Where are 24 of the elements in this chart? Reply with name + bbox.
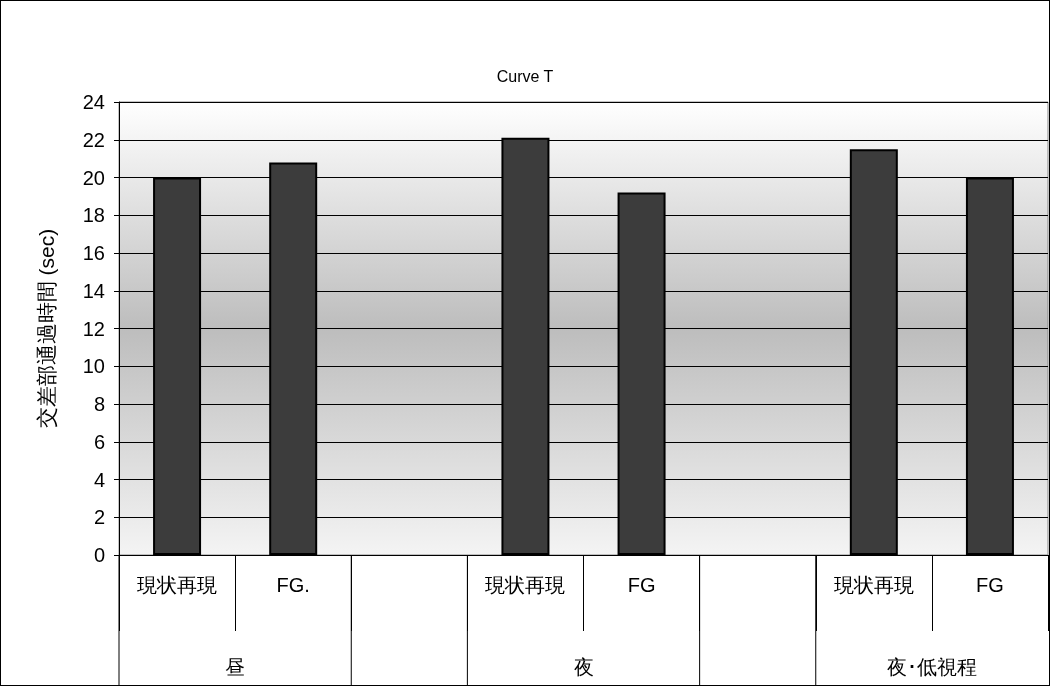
y-tick-label: 18: [82, 204, 105, 227]
x-tick-label: FG: [976, 574, 1004, 596]
text: 夜･低視程: [886, 656, 977, 678]
y-tick-label: 16: [82, 242, 105, 264]
chart-title: Curve T: [496, 67, 554, 85]
y-tick-label: 24: [82, 91, 105, 113]
y-axis-title: 交差部通過時間 (sec): [35, 228, 58, 429]
y-tick-label: 6: [93, 430, 105, 453]
x-tick-label: 現状再現: [137, 574, 218, 596]
y-tick-label: 14: [82, 279, 105, 302]
y-tick-label: 12: [82, 317, 105, 340]
text: 夜: [573, 656, 594, 678]
x-tick-label: 現状再現: [485, 574, 566, 596]
y-tick-label: 8: [93, 393, 105, 415]
y-tick-label: 0: [93, 544, 105, 566]
y-tick-label: 22: [82, 128, 105, 151]
y-tick-label: 2: [93, 506, 105, 529]
x-tick-label: FG.: [276, 574, 310, 596]
y-tick-label: 10: [82, 355, 105, 378]
y-tick-label: 20: [82, 166, 105, 189]
x-tick-label: 現状再現: [833, 574, 914, 596]
text: 昼: [225, 656, 246, 678]
y-tick-label: 4: [93, 468, 105, 491]
x-tick-label: FG: [627, 574, 656, 596]
